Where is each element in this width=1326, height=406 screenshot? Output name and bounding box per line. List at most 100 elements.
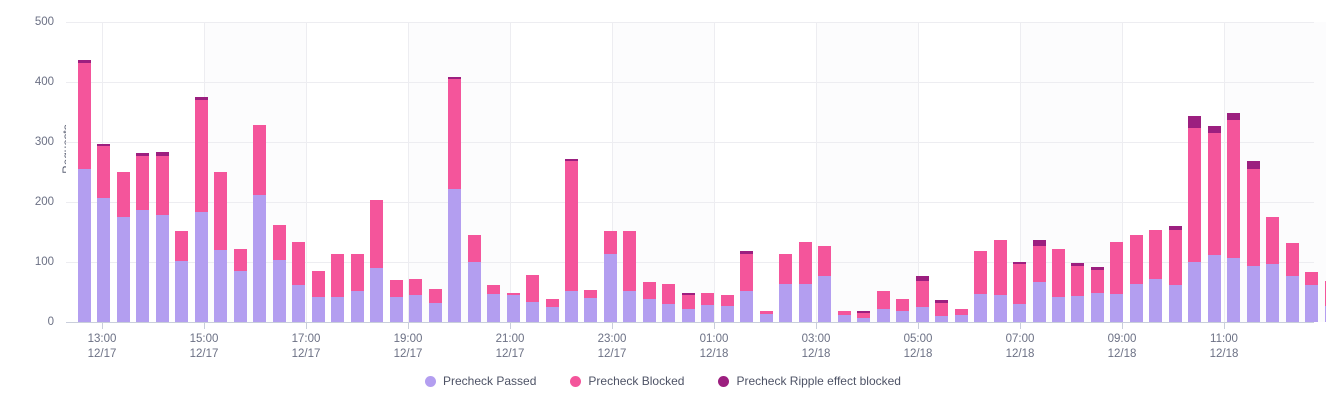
bar-segment-precheck-passed[interactable] [1168,284,1182,322]
bar-segment-precheck-passed[interactable] [623,291,637,322]
bar-segment-precheck-passed[interactable] [233,271,247,322]
bar-segment-precheck-blocked[interactable] [1032,245,1046,283]
bar-segment-precheck-blocked[interactable] [1052,248,1065,297]
bar-segment-precheck-passed[interactable] [993,295,1007,322]
bar-segment-precheck-blocked[interactable] [1246,169,1260,267]
bar-segment-precheck-blocked[interactable] [136,156,150,210]
bar-segment-precheck-blocked[interactable] [662,284,676,304]
bar-segment-precheck-passed[interactable] [1129,283,1143,322]
bar-segment-precheck-passed[interactable] [1032,282,1046,322]
bar-segment-precheck-passed[interactable] [272,259,286,322]
bar-segment-precheck-passed[interactable] [1266,264,1280,322]
bar-segment-precheck-blocked[interactable] [565,161,578,291]
bar-segment-precheck-blocked[interactable] [584,289,598,298]
bar-segment-precheck-ripple-effect-blocked[interactable] [1013,262,1027,265]
bar-segment-precheck-blocked[interactable] [506,292,520,295]
bar-segment-precheck-passed[interactable] [97,198,111,322]
bar-segment-precheck-passed[interactable] [740,290,754,322]
bar-segment-precheck-passed[interactable] [720,306,734,322]
bar-segment-precheck-blocked[interactable] [175,230,189,261]
bar-segment-precheck-blocked[interactable] [1168,229,1182,285]
bar-segment-precheck-passed[interactable] [78,169,91,322]
bar-segment-precheck-passed[interactable] [1188,262,1202,322]
bar-segment-precheck-passed[interactable] [1052,296,1065,322]
bar-segment-precheck-blocked[interactable] [818,245,832,277]
bar-segment-precheck-blocked[interactable] [954,308,968,315]
legend-item-2[interactable]: Precheck Ripple effect blocked [718,374,901,388]
bar-segment-precheck-passed[interactable] [253,195,267,322]
bar-segment-precheck-blocked[interactable] [253,125,267,196]
bar-segment-precheck-blocked[interactable] [935,303,949,316]
bar-segment-precheck-passed[interactable] [1324,306,1326,322]
bar-segment-precheck-blocked[interactable] [1013,264,1027,304]
bar-segment-precheck-passed[interactable] [603,253,617,322]
bar-segment-precheck-passed[interactable] [896,311,910,322]
bar-segment-precheck-passed[interactable] [876,308,890,322]
bar-segment-precheck-passed[interactable] [409,295,423,322]
bar-segment-precheck-blocked[interactable] [1207,133,1221,255]
bar-segment-precheck-blocked[interactable] [428,289,442,303]
bar-segment-precheck-passed[interactable] [662,304,676,322]
bar-segment-precheck-passed[interactable] [798,283,812,322]
bar-segment-precheck-passed[interactable] [331,297,345,322]
bar-segment-precheck-passed[interactable] [818,276,832,322]
bar-segment-precheck-blocked[interactable] [896,299,910,312]
bar-segment-precheck-ripple-effect-blocked[interactable] [681,292,695,295]
bar-segment-precheck-blocked[interactable] [311,271,325,297]
bar-segment-precheck-blocked[interactable] [487,285,501,295]
bar-segment-precheck-ripple-effect-blocked[interactable] [1227,113,1241,120]
bar-segment-precheck-blocked[interactable] [292,241,306,286]
bar-segment-precheck-passed[interactable] [1071,296,1085,322]
bar-segment-precheck-passed[interactable] [974,294,988,322]
bar-segment-precheck-blocked[interactable] [155,155,169,215]
bar-segment-precheck-blocked[interactable] [1110,242,1124,295]
bar-segment-precheck-passed[interactable] [467,262,481,322]
bar-segment-precheck-blocked[interactable] [1227,119,1241,258]
bar-segment-precheck-ripple-effect-blocked[interactable] [915,276,929,282]
bar-segment-precheck-ripple-effect-blocked[interactable] [565,159,578,162]
bar-segment-precheck-passed[interactable] [1305,285,1319,322]
bar-segment-precheck-blocked[interactable] [1129,235,1143,284]
bar-segment-precheck-blocked[interactable] [1071,266,1085,297]
bar-segment-precheck-blocked[interactable] [370,199,384,268]
bar-segment-precheck-blocked[interactable] [681,295,695,309]
bar-segment-precheck-blocked[interactable] [350,253,364,291]
bar-segment-precheck-ripple-effect-blocked[interactable] [1168,226,1182,230]
bar-segment-precheck-blocked[interactable] [701,293,715,306]
bar-segment-precheck-blocked[interactable] [1285,242,1299,276]
bar-segment-precheck-blocked[interactable] [798,242,812,284]
bar-segment-precheck-blocked[interactable] [740,254,754,291]
bar-segment-precheck-passed[interactable] [779,283,793,322]
bar-segment-precheck-passed[interactable] [1013,304,1027,322]
bar-segment-precheck-passed[interactable] [175,260,189,322]
bar-segment-precheck-passed[interactable] [136,209,150,322]
bar-segment-precheck-blocked[interactable] [116,172,130,217]
bar-segment-precheck-blocked[interactable] [623,230,637,292]
bar-segment-precheck-blocked[interactable] [233,248,247,271]
bar-segment-precheck-passed[interactable] [565,290,578,322]
bar-segment-precheck-blocked[interactable] [272,224,286,260]
bar-segment-precheck-passed[interactable] [915,307,929,322]
bar-segment-precheck-blocked[interactable] [1090,269,1104,293]
bar-segment-precheck-ripple-effect-blocked[interactable] [1188,115,1202,128]
bar-segment-precheck-blocked[interactable] [526,275,540,302]
bar-segment-precheck-passed[interactable] [526,301,540,322]
bar-segment-precheck-passed[interactable] [428,302,442,322]
bar-segment-precheck-passed[interactable] [350,290,364,322]
bar-segment-precheck-passed[interactable] [448,188,462,322]
bar-segment-precheck-passed[interactable] [1149,278,1163,322]
bar-segment-precheck-passed[interactable] [954,314,968,322]
bar-segment-precheck-blocked[interactable] [720,295,734,307]
bar-segment-precheck-ripple-effect-blocked[interactable] [448,76,462,79]
legend-item-0[interactable]: Precheck Passed [425,374,536,388]
bar-segment-precheck-passed[interactable] [857,317,871,322]
bar-segment-precheck-passed[interactable] [1110,294,1124,322]
bar-segment-precheck-ripple-effect-blocked[interactable] [1207,125,1221,133]
bar-segment-precheck-passed[interactable] [584,298,598,322]
bar-segment-precheck-passed[interactable] [1285,275,1299,322]
bar-segment-precheck-blocked[interactable] [409,279,423,295]
bar-segment-precheck-passed[interactable] [701,305,715,322]
bar-segment-precheck-ripple-effect-blocked[interactable] [1032,239,1046,246]
bar-segment-precheck-passed[interactable] [506,295,520,322]
bar-segment-precheck-blocked[interactable] [97,146,111,199]
